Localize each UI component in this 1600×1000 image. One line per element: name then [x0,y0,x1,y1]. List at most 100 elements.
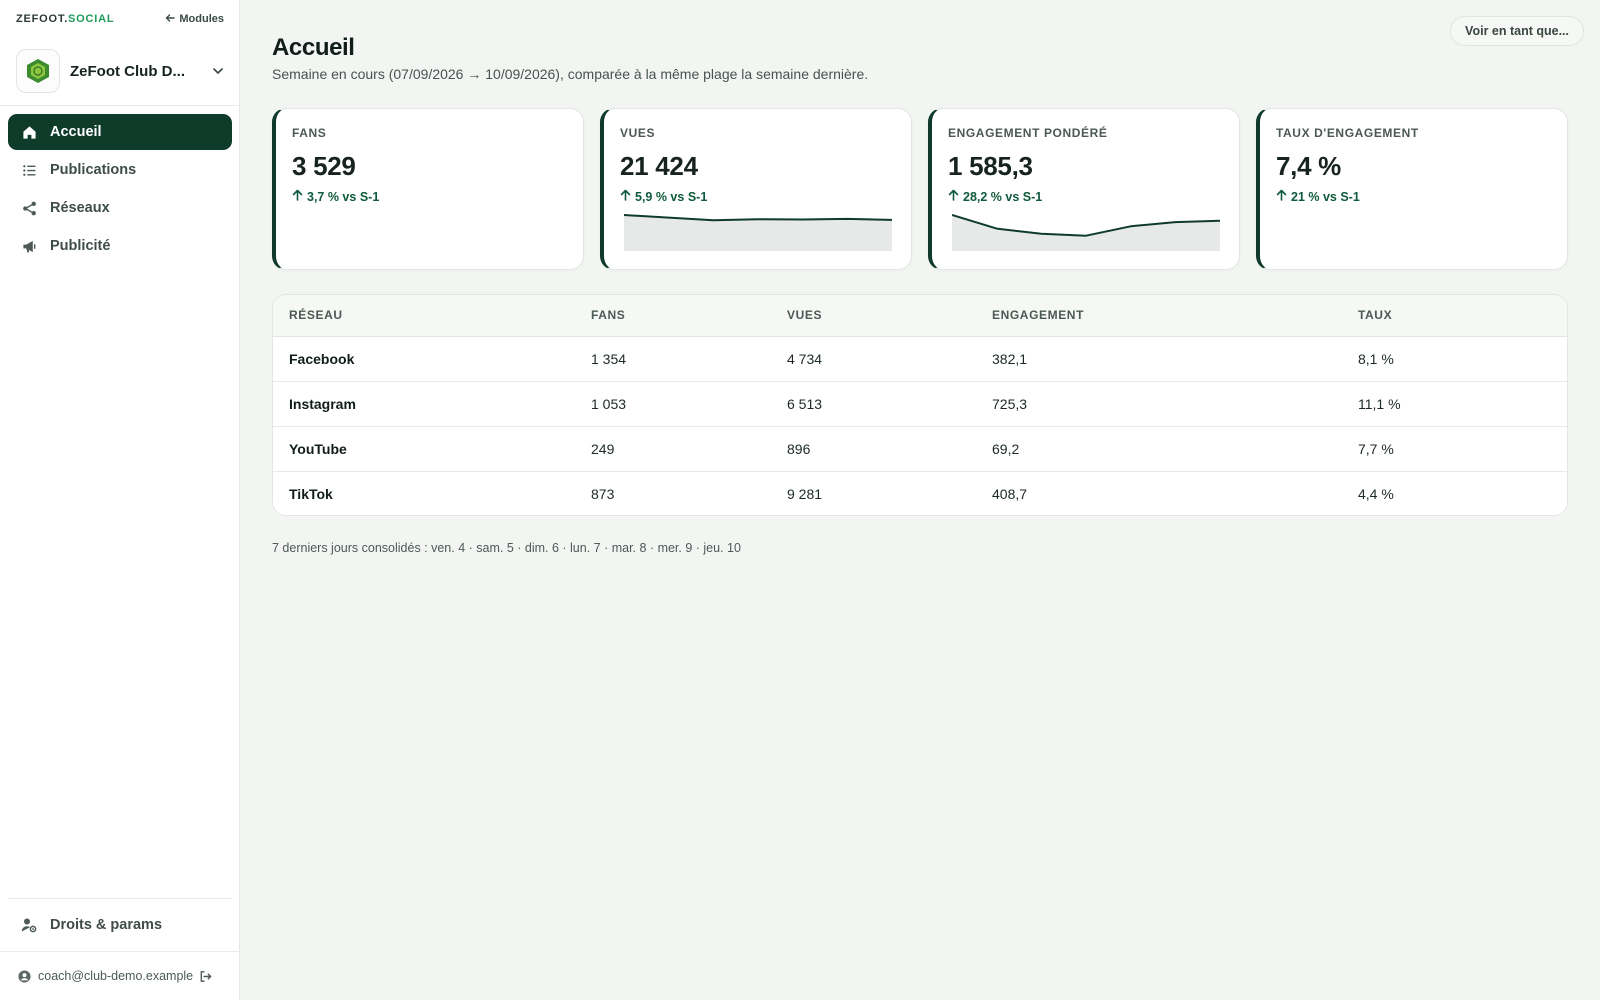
club-name: ZeFoot Club D... [70,62,185,80]
kpi-cards: FANS 3 529 3,7 % vs S-1 VUES 21 424 5,9 … [272,108,1568,270]
network-name: Facebook [289,350,355,367]
kpi-delta: 3,7 % vs S-1 [292,189,379,204]
engagement-cell: 408,7 [992,485,1028,502]
vues-cell: 6 513 [787,395,823,412]
modules-link-label: Modules [179,13,224,25]
user-email: coach@club-demo.example [38,969,194,983]
networks-table: RÉSEAU FANS VUES ENGAGEMENT TAUX Faceboo… [272,294,1568,516]
megaphone-icon [20,237,38,255]
kpi-card-fans: FANS 3 529 3,7 % vs S-1 [272,108,584,270]
sidebar-item-label: Publicité [50,238,111,254]
fans-cell: 873 [591,485,615,502]
kpi-delta-text: 28,2 % vs S-1 [963,189,1043,204]
sparkline-area [624,215,892,251]
view-as-button[interactable]: Voir en tant que... [1450,16,1584,46]
engagement-cell: 725,3 [992,395,1028,412]
fans-cell: 1 354 [591,350,627,367]
sidebar-divider [0,951,240,952]
table-header-row: RÉSEAU FANS VUES ENGAGEMENT TAUX [273,295,1567,337]
vues-cell: 4 734 [787,350,823,367]
brand-logo: ZEFOOT.SOCIAL [16,13,115,25]
sparkline-chart [952,214,1220,251]
kpi-delta: 5,9 % vs S-1 [620,189,707,204]
sparkline-line [952,214,1220,237]
kpi-label: TAUX D'ENGAGEMENT [1276,126,1419,140]
kpi-card-engagement: ENGAGEMENT PONDÉRÉ 1 585,3 28,2 % vs S-1 [928,108,1240,270]
column-header-taux[interactable]: TAUX [1342,295,1567,337]
user-settings-icon [20,916,38,934]
column-header-engagement[interactable]: ENGAGEMENT [976,295,1342,337]
chevron-down-icon [208,65,228,77]
arrow-up-icon [948,189,959,204]
arrow-up-icon [1276,189,1287,204]
engagement-cell: 382,1 [992,350,1028,367]
sidebar-item-reseaux[interactable]: Réseaux [8,190,232,226]
kpi-label: FANS [292,126,327,140]
kpi-delta-text: 21 % vs S-1 [1291,189,1360,204]
network-name: YouTube [289,440,347,457]
kpi-label: VUES [620,126,656,140]
column-header-reseau[interactable]: RÉSEAU [273,295,575,337]
sidebar-item-settings[interactable]: Droits & params [8,907,232,943]
sparkline-area [952,215,1220,251]
fans-cell: 1 053 [591,395,627,412]
taux-cell: 4,4 % [1358,485,1394,502]
sidebar-item-publicite[interactable]: Publicité [8,228,232,264]
network-name: TikTok [289,485,333,502]
kpi-label: ENGAGEMENT PONDÉRÉ [948,126,1108,140]
vues-cell: 896 [787,440,811,457]
kpi-delta: 28,2 % vs S-1 [948,189,1042,204]
taux-cell: 11,1 % [1358,395,1401,412]
kpi-value: 3 529 [292,151,356,181]
sidebar-divider [0,105,240,106]
taux-cell: 8,1 % [1358,350,1394,367]
kpi-delta-text: 3,7 % vs S-1 [307,189,380,204]
user-account: coach@club-demo.example [18,966,228,986]
networks-table-grid: RÉSEAU FANS VUES ENGAGEMENT TAUX Faceboo… [273,295,1567,515]
kpi-delta: 21 % vs S-1 [1276,189,1360,204]
settings-label: Droits & params [50,917,163,933]
page-title: Accueil [272,34,355,61]
home-icon [20,123,38,141]
sidebar-item-label: Accueil [50,124,102,140]
page-subtitle: Semaine en cours (07/09/2026 → 10/09/202… [272,66,869,82]
kpi-card-vues: VUES 21 424 5,9 % vs S-1 [600,108,912,270]
engagement-cell: 69,2 [992,440,1020,457]
brand-bar: ZEFOOT.SOCIAL Modules [16,12,224,26]
table-row[interactable]: Instagram 1 053 6 513 725,3 11,1 % [273,381,1567,426]
sidebar-item-accueil[interactable]: Accueil [8,114,232,150]
club-logo [16,49,60,93]
column-header-vues[interactable]: VUES [771,295,976,337]
kpi-value: 21 424 [620,151,698,181]
arrow-left-icon [165,13,176,26]
column-header-fans[interactable]: FANS [575,295,771,337]
consolidation-footnote: 7 derniers jours consolidés : ven. 4 · s… [272,541,741,555]
sparkline-chart [624,214,892,251]
kpi-delta-text: 5,9 % vs S-1 [635,189,708,204]
logout-icon[interactable] [199,970,212,983]
table-row[interactable]: TikTok 873 9 281 408,7 4,4 % [273,471,1567,515]
arrow-up-icon [620,189,631,204]
vues-cell: 9 281 [787,485,823,502]
list-icon [20,161,38,179]
sparkline-line [624,214,892,222]
club-switcher[interactable]: ZeFoot Club D... [16,48,228,94]
sidebar-divider [8,898,232,899]
sidebar-item-publications[interactable]: Publications [8,152,232,188]
table-row[interactable]: Facebook 1 354 4 734 382,1 8,1 % [273,336,1567,381]
taux-cell: 7,7 % [1358,440,1394,457]
sidebar-nav: Accueil Publications Réseaux [8,114,232,266]
user-circle-icon [18,969,32,983]
modules-link[interactable]: Modules [165,13,224,26]
network-name: Instagram [289,395,356,412]
kpi-card-taux: TAUX D'ENGAGEMENT 7,4 % 21 % vs S-1 [1256,108,1568,270]
kpi-value: 1 585,3 [948,151,1033,181]
arrow-up-icon [292,189,303,204]
fans-cell: 249 [591,440,615,457]
sidebar-item-label: Réseaux [50,200,110,216]
table-row[interactable]: YouTube 249 896 69,2 7,7 % [273,426,1567,471]
sidebar: ZEFOOT.SOCIAL Modules ZeFoot Club D... [0,0,240,1000]
share-icon [20,199,38,217]
kpi-value: 7,4 % [1276,151,1341,181]
sidebar-item-label: Publications [50,162,137,178]
